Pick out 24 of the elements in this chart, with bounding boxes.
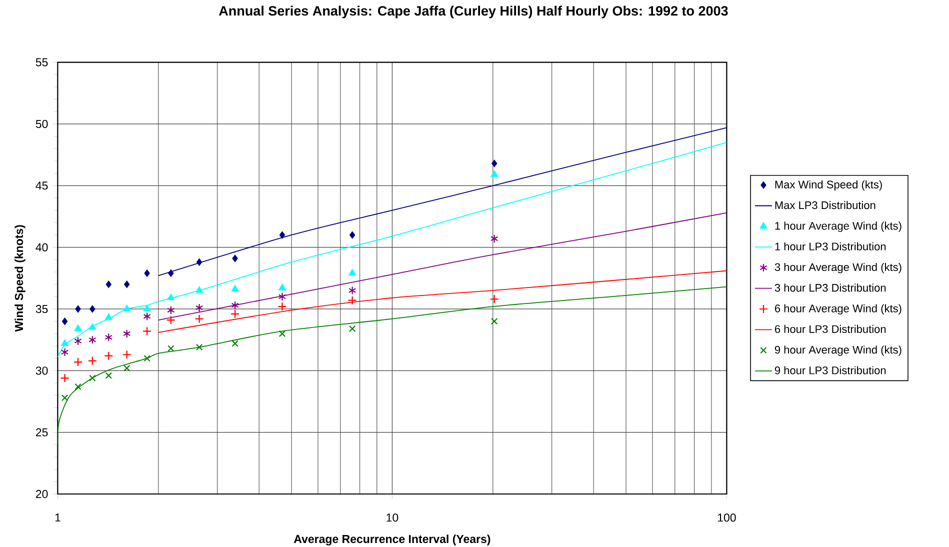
legend-label: 1 hour Average Wind (kts)	[775, 222, 902, 232]
x-tick-label: 100	[718, 514, 736, 522]
legend-label: 1 hour LP3 Distribution	[775, 242, 886, 250]
y-tick-label: 25	[36, 428, 48, 436]
legend-label: Max Wind Speed (kts)	[775, 180, 882, 191]
x-tick-label: 1	[55, 514, 60, 522]
y-tick-label: 45	[36, 182, 48, 190]
legend-label: 6 hour LP3 Distribution	[774, 324, 886, 333]
legend-label: 6 hour Average Wind (kts)	[774, 304, 902, 315]
legend-label: 9 hour Average Wind (kts)	[774, 346, 902, 356]
legend-label: 9 hour LP3 Distribution	[774, 366, 886, 374]
legend-label: 3 hour Average Wind (kts)	[774, 262, 902, 274]
y-tick-label: 35	[36, 304, 48, 314]
y-tick-label: 30	[36, 366, 48, 375]
y-axis-title: Wind Speed (knots)	[14, 225, 26, 332]
x-axis-title: Average Recurrence Interval (Years)	[294, 534, 490, 546]
legend-label: Max LP3 Distribution	[775, 201, 876, 210]
y-tick-label: 20	[36, 490, 48, 498]
chart-title: Annual Series Analysis: Cape Jaffa (Curley Hills) Half Hourly Obs: 1992 to 2003	[218, 6, 728, 18]
x-tick-label: 10	[386, 514, 398, 522]
y-tick-label: 50	[36, 120, 48, 128]
y-tick-label: 40	[36, 243, 48, 252]
y-tick-label: 55	[36, 58, 48, 66]
legend-label: 3 hour LP3 Distribution	[774, 284, 886, 292]
